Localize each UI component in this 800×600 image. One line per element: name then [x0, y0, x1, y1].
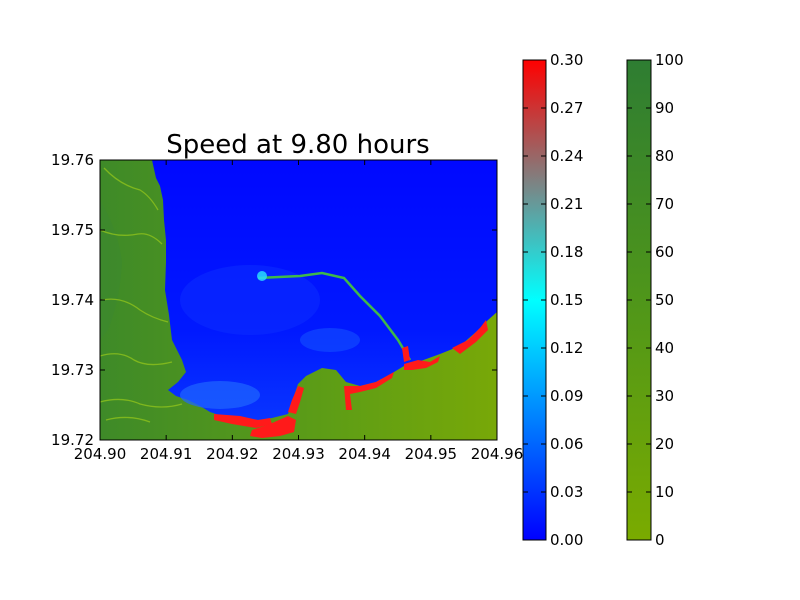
- water-patch: [300, 328, 360, 352]
- water-patch: [180, 381, 260, 409]
- x-axis: 204.90 204.91 204.92 204.93 204.94 204.95 204.…: [74, 160, 524, 463]
- land-highlands: [100, 200, 122, 340]
- land-west: [100, 160, 497, 440]
- speed-colorbar-tick-label: 0.06: [550, 435, 583, 453]
- high-speed-zones: [214, 320, 488, 438]
- y-tick-label: 19.73: [51, 361, 94, 379]
- speed-colorbar-tick-label: 0.30: [550, 51, 583, 69]
- topography-colorbar-tick-label: 50: [655, 291, 674, 309]
- topography-colorbar-tick-label: 70: [655, 195, 674, 213]
- y-axis: 19.72 19.73 19.74 19.75 19.76: [51, 151, 497, 449]
- topography-colorbar-tick-label: 90: [655, 99, 674, 117]
- speed-colorbar-tick-label: 0.09: [550, 387, 583, 405]
- x-tick-label: 204.95: [405, 445, 458, 463]
- speed-colorbar-tick-label: 0.27: [550, 99, 583, 117]
- topography-colorbar: 0 10 20 30 40 50 60 70 80 90 100: [626, 51, 684, 549]
- speed-colorbar-tick-label: 0.24: [550, 147, 583, 165]
- topography-colorbar-tick-label: 0: [655, 531, 665, 549]
- topography-colorbar-tick-label: 10: [655, 483, 674, 501]
- x-tick-label: 204.91: [140, 445, 193, 463]
- breakwater-tip: [257, 271, 267, 281]
- x-tick-label: 204.94: [338, 445, 391, 463]
- topography-colorbar-tick-label: 20: [655, 435, 674, 453]
- topography-colorbar-ticks: 0 10 20 30 40 50 60 70 80 90 100: [627, 51, 684, 549]
- speed-colorbar: 0.00 0.03 0.06 0.09 0.12 0.15 0.18 0.21 0.24 0.27…: [522, 51, 583, 549]
- y-tick-label: 19.76: [51, 151, 94, 169]
- topography-colorbar-tick-label: 60: [655, 243, 674, 261]
- speed-map: [100, 160, 497, 440]
- breakwater: [257, 271, 412, 361]
- chart-title: Speed at 9.80 hours: [166, 130, 429, 160]
- stream-lines: [100, 167, 183, 423]
- x-tick-label: 204.92: [206, 445, 259, 463]
- speed-colorbar-tick-label: 0.00: [550, 531, 583, 549]
- y-tick-label: 19.72: [51, 431, 94, 449]
- speed-colorbar-tick-label: 0.18: [550, 243, 583, 261]
- speed-colorbar-tick-label: 0.21: [550, 195, 583, 213]
- speed-colorbar-tick-label: 0.15: [550, 291, 583, 309]
- y-tick-label: 19.75: [51, 221, 94, 239]
- water-patch: [180, 265, 320, 335]
- x-tick-label: 204.90: [74, 445, 127, 463]
- speed-colorbar-tick-label: 0.12: [550, 339, 583, 357]
- x-tick-label: 204.96: [471, 445, 524, 463]
- speed-colorbar-tick-label: 0.03: [550, 483, 583, 501]
- topography-colorbar-tick-label: 100: [655, 51, 684, 69]
- speed-colorbar-ticks: 0.00 0.03 0.06 0.09 0.12 0.15 0.18 0.21 0.24 0.27…: [523, 51, 583, 549]
- topography-colorbar-tick-label: 30: [655, 387, 674, 405]
- x-tick-label: 204.93: [272, 445, 325, 463]
- topography-colorbar-tick-label: 80: [655, 147, 674, 165]
- y-tick-label: 19.74: [51, 291, 94, 309]
- topography-colorbar-tick-label: 40: [655, 339, 674, 357]
